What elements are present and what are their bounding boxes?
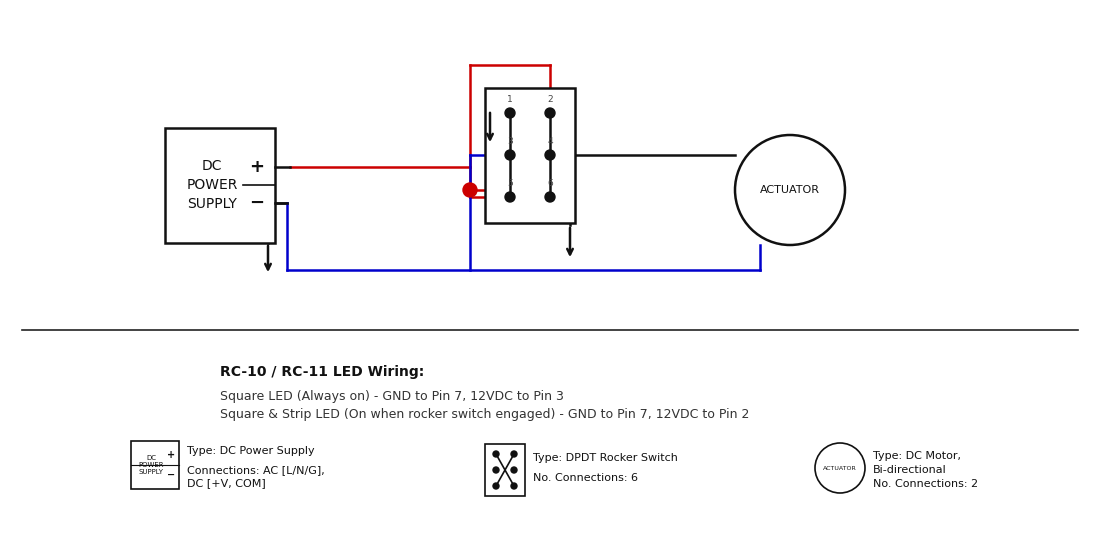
Circle shape xyxy=(493,483,499,489)
Text: No. Connections: 6: No. Connections: 6 xyxy=(534,473,638,483)
Text: DC
POWER
SUPPLY: DC POWER SUPPLY xyxy=(139,455,164,474)
Circle shape xyxy=(505,192,515,202)
Circle shape xyxy=(463,183,477,197)
Text: RC-10 / RC-11 LED Wiring:: RC-10 / RC-11 LED Wiring: xyxy=(220,365,425,379)
Text: +: + xyxy=(167,450,175,460)
Bar xyxy=(485,444,525,496)
Text: 4: 4 xyxy=(547,137,553,146)
Text: −: − xyxy=(167,470,175,480)
Text: Type: DC Power Supply: Type: DC Power Supply xyxy=(187,446,315,456)
Text: ACTUATOR: ACTUATOR xyxy=(823,466,857,471)
Circle shape xyxy=(735,135,845,245)
Text: 1: 1 xyxy=(507,95,513,104)
Text: 5: 5 xyxy=(507,179,513,188)
Circle shape xyxy=(493,451,499,457)
Circle shape xyxy=(544,192,556,202)
Text: No. Connections: 2: No. Connections: 2 xyxy=(873,479,978,489)
Text: ACTUATOR: ACTUATOR xyxy=(760,185,820,195)
Text: 2: 2 xyxy=(547,95,553,104)
Text: DC
POWER
SUPPLY: DC POWER SUPPLY xyxy=(186,158,238,211)
Text: Type: DC Motor,: Type: DC Motor, xyxy=(873,451,961,461)
Text: Square LED (Always on) - GND to Pin 7, 12VDC to Pin 3: Square LED (Always on) - GND to Pin 7, 1… xyxy=(220,390,564,403)
Text: 3: 3 xyxy=(507,137,513,146)
Text: Square & Strip LED (On when rocker switch engaged) - GND to Pin 7, 12VDC to Pin : Square & Strip LED (On when rocker switc… xyxy=(220,408,749,421)
Bar xyxy=(485,87,575,223)
Text: Bi-directional: Bi-directional xyxy=(873,465,947,475)
Text: −: − xyxy=(250,194,265,212)
Circle shape xyxy=(505,108,515,118)
Circle shape xyxy=(512,467,517,473)
Circle shape xyxy=(815,443,865,493)
Circle shape xyxy=(493,467,499,473)
Bar xyxy=(131,441,179,489)
Circle shape xyxy=(512,451,517,457)
Text: Type: DPDT Rocker Switch: Type: DPDT Rocker Switch xyxy=(534,453,678,463)
Bar xyxy=(165,128,275,243)
Text: 6: 6 xyxy=(547,179,553,188)
Text: DC [+V, COM]: DC [+V, COM] xyxy=(187,478,266,488)
Text: Connections: AC [L/N/G],: Connections: AC [L/N/G], xyxy=(187,465,324,475)
Circle shape xyxy=(544,108,556,118)
Text: +: + xyxy=(250,158,264,176)
Circle shape xyxy=(505,150,515,160)
Circle shape xyxy=(544,150,556,160)
Circle shape xyxy=(512,483,517,489)
